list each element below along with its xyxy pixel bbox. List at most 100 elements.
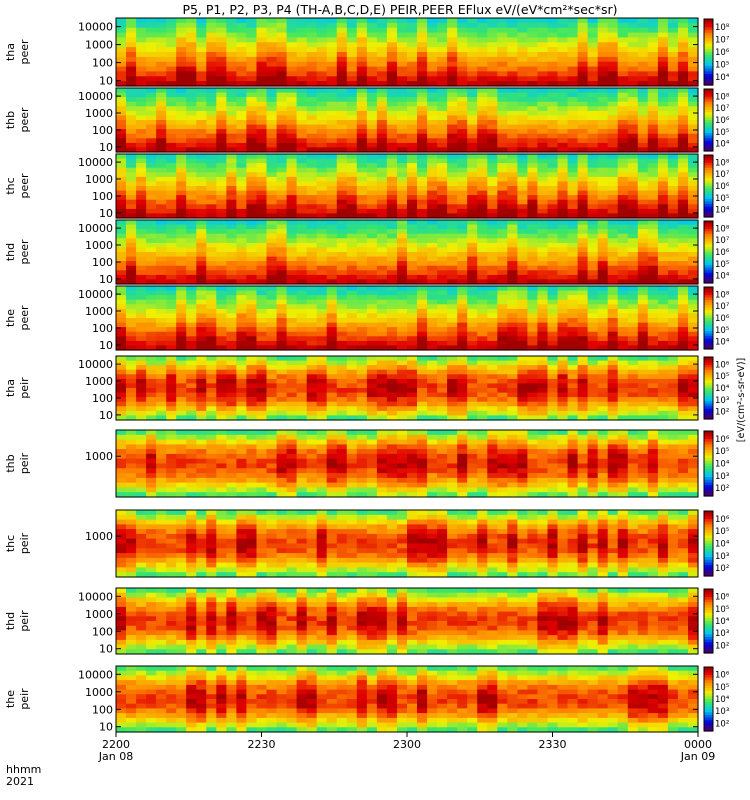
colorbar-tick: 10² bbox=[715, 408, 729, 418]
colorbar-tick: 10⁵ bbox=[715, 527, 729, 537]
colorbar-tick: 10⁶ bbox=[715, 48, 730, 58]
colorbar-tick: 10⁶ bbox=[715, 248, 730, 258]
y-tick-label: 10 bbox=[99, 207, 113, 220]
colorbar-tick: 10³ bbox=[715, 472, 729, 482]
x-tick-time: 0000 bbox=[684, 738, 712, 751]
colorbar-tick: 10⁴ bbox=[715, 338, 730, 348]
panel-frame bbox=[115, 153, 699, 219]
y-tick-label: 10000 bbox=[78, 21, 113, 34]
y-tick-label: 1000 bbox=[85, 686, 113, 699]
colorbar-tick: 10⁵ bbox=[715, 447, 729, 457]
panel-probe-label: the bbox=[4, 690, 17, 708]
colorbar-tick: 10⁸ bbox=[715, 290, 730, 300]
colorbar-tick: 10⁷ bbox=[715, 236, 730, 246]
y-tick-label: 10000 bbox=[78, 668, 113, 681]
colorbar-tick: 10⁶ bbox=[715, 671, 730, 681]
colorbar-tick: 10² bbox=[715, 484, 729, 494]
colorbar-tick: 10⁶ bbox=[715, 182, 730, 192]
y-tick-label: 1000 bbox=[85, 450, 113, 463]
y-tick-label: 10000 bbox=[78, 156, 113, 169]
panel-tha-peer: 10000 1000 100 10 tha peer 10⁴ 10⁵ 10⁶ 10⁷ 10⁸ bbox=[4, 17, 730, 88]
colorbar-tick: 10⁵ bbox=[715, 61, 729, 71]
y-tick-label: 10 bbox=[99, 141, 113, 154]
panel-frame bbox=[115, 509, 699, 578]
y-tick-label: 10 bbox=[99, 409, 113, 422]
panel-probe-label: tha bbox=[4, 43, 17, 61]
panel-probe-label: thc bbox=[4, 177, 17, 194]
x-tick-time: 2230 bbox=[248, 738, 276, 751]
panel-frame bbox=[115, 587, 699, 655]
x-tick-time: 2300 bbox=[393, 738, 421, 751]
panel-species-label: peir bbox=[18, 688, 31, 710]
panel-probe-label: thd bbox=[4, 243, 17, 261]
x-tick-date: Jan 08 bbox=[98, 750, 133, 763]
panel-frame bbox=[115, 355, 699, 421]
y-tick-label: 100 bbox=[92, 625, 113, 638]
colorbar-tick: 10⁷ bbox=[715, 36, 730, 46]
panel-species-label: peir bbox=[18, 532, 31, 554]
colorbar-tick: 10³ bbox=[715, 396, 729, 406]
panel-frame bbox=[115, 17, 699, 87]
chart-title: P5, P1, P2, P3, P4 (TH-A,B,C,D,E) PEIR,P… bbox=[182, 2, 617, 17]
y-tick-label: 100 bbox=[92, 57, 113, 70]
colorbar-tick: 10⁴ bbox=[715, 384, 730, 394]
panel-probe-label: tha bbox=[4, 379, 17, 397]
panel-probe-label: thc bbox=[4, 535, 17, 552]
x-row-label-1: hhmm bbox=[6, 763, 41, 776]
panel-thd-peir: 10000 1000 100 10 thd peir 10² 10³ 10⁴ 10⁵ 10⁶ bbox=[4, 587, 730, 656]
colorbar-tick: 10³ bbox=[715, 552, 729, 562]
panel-species-label: peer bbox=[18, 107, 31, 133]
y-tick-label: 1000 bbox=[85, 608, 113, 621]
colorbar-tick: 10⁶ bbox=[715, 593, 730, 603]
y-tick-label: 10000 bbox=[78, 590, 113, 603]
panel-species-label: peir bbox=[18, 610, 31, 632]
y-tick-label: 1000 bbox=[85, 239, 113, 252]
panel-frame bbox=[115, 219, 699, 285]
colorbar-tick: 10⁶ bbox=[715, 360, 730, 370]
panel-species-label: peer bbox=[18, 173, 31, 199]
panel-the-peer: 10000 1000 100 10 the peer 10⁴ 10⁵ 10⁶ 10⁷ 10⁸ bbox=[4, 285, 730, 352]
colorbar-tick: 10⁴ bbox=[715, 460, 730, 470]
panel-frame bbox=[115, 429, 699, 498]
colorbar-tick: 10⁷ bbox=[715, 302, 730, 312]
colorbar-tick: 10⁴ bbox=[715, 206, 730, 216]
colorbar-tick: 10⁶ bbox=[715, 314, 730, 324]
colorbar-label: [eV/(cm²-s-sr-eV)] bbox=[736, 358, 747, 442]
panel-thc-peer: 10000 1000 100 10 thc peer 10⁴ 10⁵ 10⁶ 10⁷ 10⁸ bbox=[4, 153, 730, 220]
colorbar-tick: 10⁸ bbox=[715, 158, 730, 168]
colorbar-tick: 10⁴ bbox=[715, 617, 730, 627]
colorbar-tick: 10⁵ bbox=[715, 260, 729, 270]
panel-probe-label: the bbox=[4, 309, 17, 327]
colorbar-tick: 10³ bbox=[715, 707, 729, 717]
colorbar-tick: 10⁶ bbox=[715, 435, 730, 445]
y-tick-label: 100 bbox=[92, 322, 113, 335]
y-tick-label: 1000 bbox=[85, 530, 113, 543]
y-tick-label: 100 bbox=[92, 190, 113, 203]
y-tick-label: 100 bbox=[92, 392, 113, 405]
panel-species-label: peer bbox=[18, 39, 31, 65]
panel-species-label: peer bbox=[18, 305, 31, 331]
colorbar-tick: 10⁶ bbox=[715, 116, 730, 126]
colorbar-tick: 10⁵ bbox=[715, 683, 729, 693]
colorbar-tick: 10⁵ bbox=[715, 194, 729, 204]
colorbar-tick: 10⁷ bbox=[715, 170, 730, 180]
y-tick-label: 1000 bbox=[85, 305, 113, 318]
panel-thb-peer: 10000 1000 100 10 thb peer 10⁴ 10⁵ 10⁶ 10⁷ 10⁸ bbox=[4, 87, 730, 154]
y-tick-label: 100 bbox=[92, 703, 113, 716]
colorbar-tick: 10⁸ bbox=[715, 92, 730, 102]
y-tick-label: 1000 bbox=[85, 375, 113, 388]
colorbar-tick: 10² bbox=[715, 641, 729, 651]
panel-probe-label: thd bbox=[4, 612, 17, 630]
x-tick-time: 2200 bbox=[102, 738, 130, 751]
panel-probe-label: thb bbox=[4, 454, 17, 472]
panel-frame bbox=[115, 87, 699, 153]
colorbar-tick: 10² bbox=[715, 564, 729, 574]
colorbar-tick: 10⁴ bbox=[715, 272, 730, 282]
y-tick-label: 1000 bbox=[85, 173, 113, 186]
colorbar-tick: 10⁸ bbox=[715, 23, 730, 33]
y-tick-label: 10 bbox=[99, 721, 113, 734]
y-tick-label: 10000 bbox=[78, 358, 113, 371]
y-tick-label: 10 bbox=[99, 643, 113, 656]
